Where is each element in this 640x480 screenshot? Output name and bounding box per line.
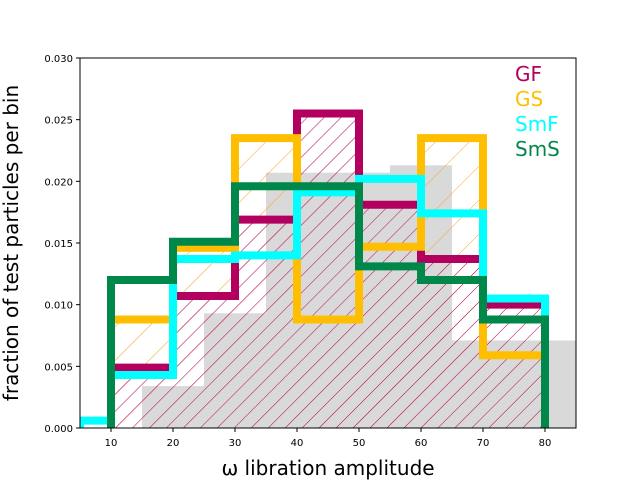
x-ticks: 10 20 30 40 50 60 70 80 [105, 428, 552, 449]
legend-sms: SmS [515, 137, 560, 161]
x-tick-label: 70 [477, 438, 490, 449]
legend-gf: GF [515, 62, 542, 86]
y-tick-label: 0.030 [44, 54, 73, 65]
y-tick-label: 0.015 [44, 239, 73, 250]
x-axis-label: ω libration amplitude [221, 456, 434, 480]
legend-gs: GS [515, 87, 543, 111]
x-tick-label: 10 [105, 438, 118, 449]
legend-smf: SmF [515, 112, 559, 136]
y-tick-label: 0.020 [44, 177, 73, 188]
x-tick-label: 40 [291, 438, 304, 449]
step-series-layer [80, 109, 549, 428]
series-sms-step [107, 182, 549, 428]
hatch-gf [111, 113, 545, 428]
x-tick-label: 30 [229, 438, 242, 449]
y-tick-label: 0.025 [44, 116, 73, 127]
y-tick-label: 0.000 [44, 424, 73, 435]
x-tick-label: 80 [539, 438, 552, 449]
x-tick-label: 60 [415, 438, 428, 449]
x-tick-label: 20 [167, 438, 180, 449]
y-axis-label: fraction of test particles per bin [0, 85, 23, 401]
x-tick-label: 50 [353, 438, 366, 449]
y-tick-label: 0.010 [44, 301, 73, 312]
y-tick-label: 0.005 [44, 362, 73, 373]
y-ticks: 0.000 0.005 0.010 0.015 0.020 0.025 0.030 [44, 54, 80, 435]
